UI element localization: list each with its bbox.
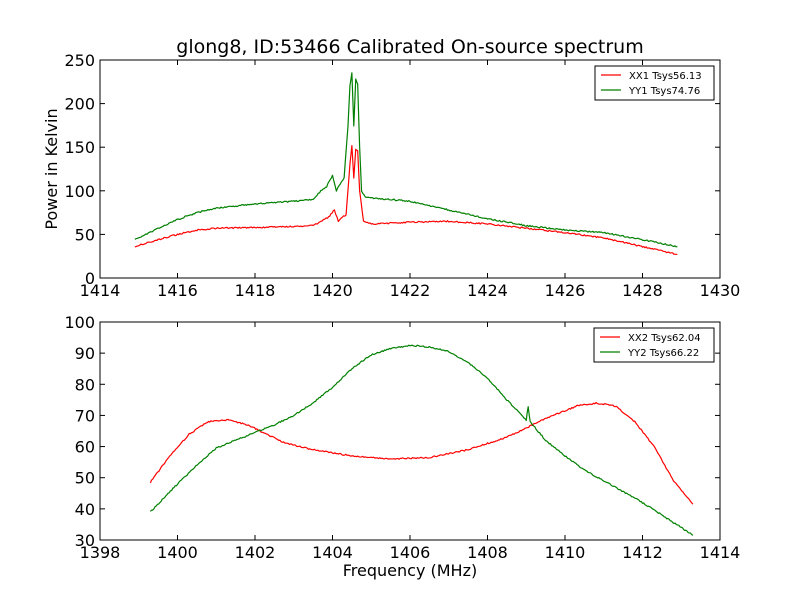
y-tick-label: 0 [85,269,95,288]
x-tick-label: 1428 [622,281,663,300]
y-tick-label: 90 [75,344,95,363]
y-tick-label: 250 [64,51,95,70]
x-tick-label: 1416 [157,281,198,300]
y-tick-label: 150 [64,138,95,157]
legend: XX2 Tsys62.04 YY2 Tsys66.22 [593,327,715,363]
x-tick-label: 1418 [235,281,276,300]
x-tick-label: 1408 [467,543,508,562]
chart-title: glong8, ID:53466 Calibrated On-source sp… [176,36,643,58]
x-tick-label: 1400 [157,543,198,562]
x-tick-label: 1410 [545,543,586,562]
series-line-2-1 [149,401,694,505]
legend-label: YY1 Tsys74.76 [628,86,700,97]
x-tick-label: 1406 [390,543,431,562]
x-tick-label: 1430 [700,281,741,300]
y-axis-label: Power in Kelvin [42,108,61,229]
y-tick-label: 50 [75,469,95,488]
legend-label: XX1 Tsys56.13 [629,71,702,82]
legend-box [593,327,715,363]
series-line-1-2 [134,72,678,248]
x-tick-label: 1398 [80,543,121,562]
y-tick-label: 40 [75,500,95,519]
x-tick-label: 1412 [622,543,663,562]
series-line-1-1 [134,145,678,256]
x-tick-label: 1422 [390,281,431,300]
x-axis-label: Frequency (MHz) [343,561,477,580]
x-tick-label: 1426 [545,281,586,300]
legend-label: YY2 Tsys66.22 [627,348,699,359]
y-tick-label: 60 [75,438,95,457]
y-tick-label: 100 [64,182,95,201]
y-tick-label: 70 [75,406,95,425]
x-tick-label: 1414 [700,543,741,562]
top-plot: 1414 1416 1418 1420 1422 1424 1426 1428 1430 0 50 1… [64,51,740,300]
legend: XX1 Tsys56.13 YY1 Tsys74.76 [594,65,715,101]
y-tick-label: 80 [75,375,95,394]
y-tick-label: 50 [75,225,95,244]
x-tick-label: 1414 [80,281,121,300]
x-tick-label: 1424 [467,281,508,300]
series-line-2-2 [149,344,694,536]
y-tick-label: 200 [64,95,95,114]
bottom-plot: 1398 1400 1402 1404 1406 1408 1410 1412 1414 30 40… [64,313,740,562]
x-tick-label: 1404 [312,543,353,562]
legend-box [594,65,715,101]
y-tick-label: 100 [64,313,95,332]
y-tick-label: 30 [75,531,95,550]
x-tick-label: 1420 [312,281,353,300]
x-tick-label: 1402 [235,543,276,562]
legend-label: XX2 Tsys62.04 [628,333,701,344]
